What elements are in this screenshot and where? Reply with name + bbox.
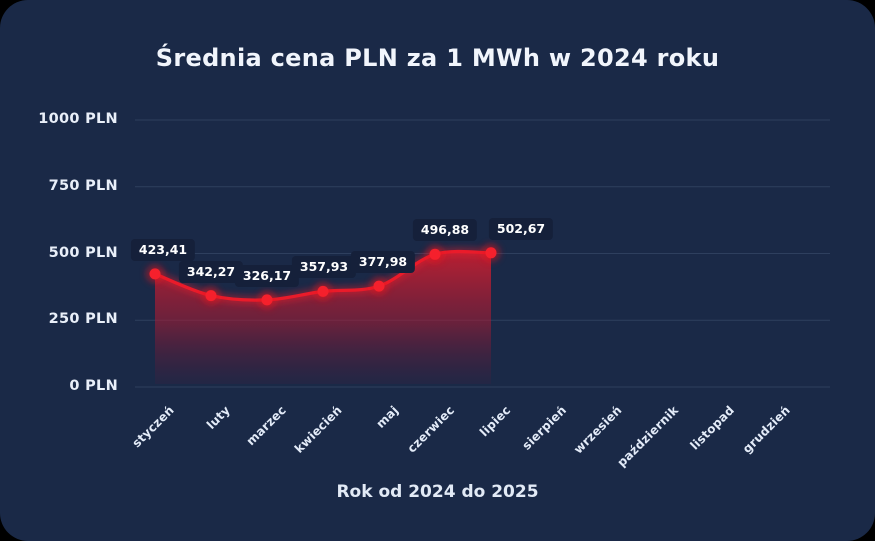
data-point-dot[interactable]	[429, 248, 441, 260]
data-point-value-badge: 357,93	[291, 256, 357, 279]
data-point-dot[interactable]	[485, 247, 497, 259]
y-axis-tick-label: 1000 PLN	[38, 111, 118, 127]
data-point-dot[interactable]	[373, 280, 385, 292]
data-point-dot[interactable]	[205, 290, 217, 302]
chart-title: Średnia cena PLN za 1 MWh w 2024 roku	[155, 44, 720, 72]
data-point-value-badge: 423,41	[130, 238, 196, 261]
data-point-dot[interactable]	[317, 285, 329, 297]
data-point-value-badge: 377,98	[350, 251, 416, 274]
data-point-value-badge: 342,27	[178, 260, 244, 283]
data-point-value-badge: 502,67	[488, 217, 554, 240]
area-fill	[155, 251, 491, 384]
data-point-dot[interactable]	[149, 268, 161, 280]
y-axis-tick-label: 500 PLN	[48, 244, 118, 261]
data-point-value-badge: 326,17	[234, 264, 300, 287]
data-point-value-badge: 496,88	[412, 219, 478, 242]
y-axis-tick-label: 0 PLN	[69, 378, 118, 394]
y-axis-tick-label: 750 PLN	[48, 177, 118, 194]
x-axis-title: Rok od 2024 do 2025	[336, 482, 539, 502]
y-axis-tick-label: 250 PLN	[48, 311, 118, 328]
data-point-dot[interactable]	[261, 294, 273, 306]
